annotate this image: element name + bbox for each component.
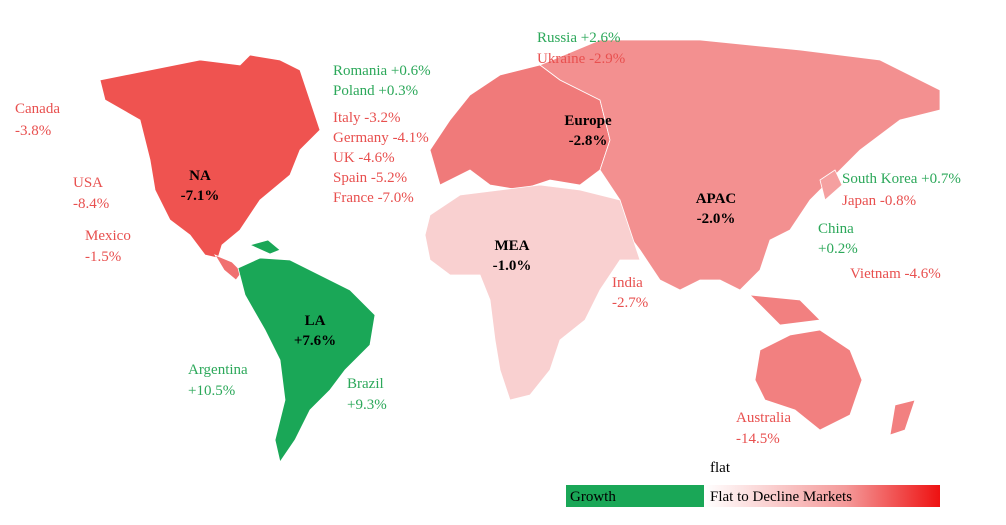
country-labels: Canada -3.8% USA -8.4% Mexico -1.5% Roma… bbox=[15, 30, 961, 447]
country-name: South Korea bbox=[842, 171, 918, 187]
region-change: -2.8% bbox=[569, 133, 608, 149]
australia bbox=[754, 329, 863, 431]
country-change: +10.5% bbox=[188, 383, 235, 399]
country-label: UK -4.6% bbox=[333, 150, 395, 166]
region-name: MEA bbox=[495, 238, 530, 254]
country-label: Russia +2.6% bbox=[537, 30, 620, 46]
continents bbox=[99, 39, 941, 463]
country-label: France -7.0% bbox=[333, 190, 414, 206]
country-label: Ukraine -2.9% bbox=[537, 51, 625, 67]
region-change: +7.6% bbox=[294, 333, 336, 349]
country-label: Japan -0.8% bbox=[842, 193, 916, 209]
country-label: Italy -3.2% bbox=[333, 110, 401, 126]
country-change: -14.5% bbox=[736, 431, 780, 447]
region-name: APAC bbox=[696, 191, 737, 207]
country-name: Japan bbox=[842, 193, 877, 209]
middle-east-africa bbox=[424, 184, 641, 401]
country-label: Germany -4.1% bbox=[333, 130, 429, 146]
country-change: -2.7% bbox=[612, 295, 648, 311]
country-change: +0.3% bbox=[378, 83, 418, 99]
country-label: Spain -5.2% bbox=[333, 170, 407, 186]
country-change: +0.6% bbox=[391, 63, 431, 79]
country-name: Canada bbox=[15, 101, 60, 117]
country-change: -0.8% bbox=[880, 193, 916, 209]
north-america bbox=[99, 54, 321, 259]
country-label: Vietnam -4.6% bbox=[850, 266, 941, 282]
country-name: Spain bbox=[333, 170, 368, 186]
country-change: -1.5% bbox=[85, 249, 121, 265]
new-zealand bbox=[889, 399, 916, 436]
country-change: -3.2% bbox=[364, 110, 400, 126]
caribbean bbox=[248, 239, 281, 255]
region-name: NA bbox=[189, 168, 211, 184]
legend-decline: Flat to Decline Markets bbox=[710, 489, 852, 505]
country-name: Ukraine bbox=[537, 51, 586, 67]
country-name: Brazil bbox=[347, 376, 384, 392]
legend-growth: Growth bbox=[570, 489, 616, 505]
country-name: Romania bbox=[333, 63, 387, 79]
latin-america bbox=[237, 257, 376, 463]
region-name: LA bbox=[305, 313, 326, 329]
country-change: -7.0% bbox=[378, 190, 414, 206]
southeast-asia-islands bbox=[748, 294, 821, 326]
country-change: -4.6% bbox=[905, 266, 941, 282]
country-name: Argentina bbox=[188, 362, 248, 378]
region-change: -2.0% bbox=[697, 211, 736, 227]
country-name: Russia bbox=[537, 30, 577, 46]
country-change: -3.8% bbox=[15, 123, 51, 139]
country-name: Mexico bbox=[85, 228, 131, 244]
country-change: -8.4% bbox=[73, 196, 109, 212]
country-change: -4.1% bbox=[393, 130, 429, 146]
country-change: -5.2% bbox=[371, 170, 407, 186]
country-change: +2.6% bbox=[581, 30, 621, 46]
legend: flat Growth Flat to Decline Markets bbox=[566, 460, 940, 507]
country-label: Romania +0.6% bbox=[333, 63, 431, 79]
country-name: Germany bbox=[333, 130, 389, 146]
country-change: -4.6% bbox=[358, 150, 394, 166]
country-name: Australia bbox=[736, 410, 791, 426]
country-name: USA bbox=[73, 175, 103, 191]
country-name: Italy bbox=[333, 110, 361, 126]
central-america bbox=[214, 254, 243, 281]
legend-flat: flat bbox=[710, 460, 731, 476]
japan bbox=[819, 169, 843, 201]
region-change: -1.0% bbox=[493, 258, 532, 274]
country-name: India bbox=[612, 275, 643, 291]
country-change: +9.3% bbox=[347, 397, 387, 413]
legend-growth-swatch bbox=[566, 485, 704, 507]
country-label: Poland +0.3% bbox=[333, 83, 418, 99]
region-labels: NA -7.1% LA +7.6% MEA -1.0% Europe -2.8%… bbox=[181, 113, 737, 349]
region-name: Europe bbox=[564, 113, 612, 129]
country-label: South Korea +0.7% bbox=[842, 171, 961, 187]
region-change: -7.1% bbox=[181, 188, 220, 204]
country-name: Vietnam bbox=[850, 266, 901, 282]
country-change: +0.2% bbox=[818, 241, 858, 257]
country-name: France bbox=[333, 190, 374, 206]
asia bbox=[539, 39, 941, 291]
country-name: Poland bbox=[333, 83, 375, 99]
country-change: +0.7% bbox=[921, 171, 961, 187]
legend-decline-swatch bbox=[704, 485, 940, 507]
country-name: China bbox=[818, 221, 854, 237]
country-change: -2.9% bbox=[589, 51, 625, 67]
country-name: UK bbox=[333, 150, 355, 166]
